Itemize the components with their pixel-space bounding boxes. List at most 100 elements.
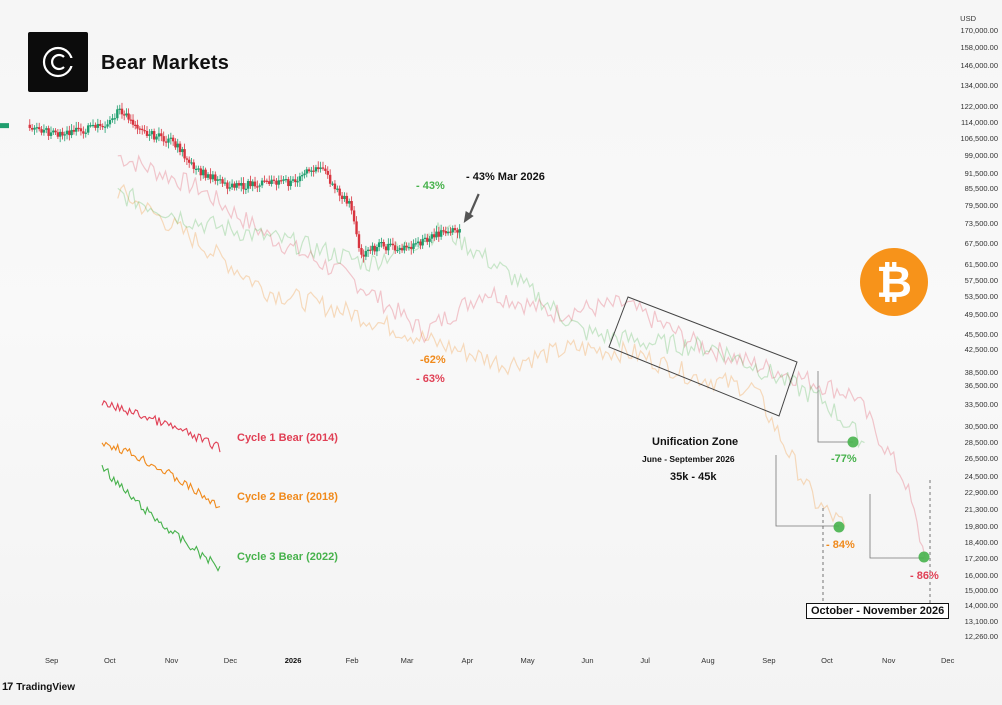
- unification-zone-period: June - September 2026: [642, 454, 735, 464]
- btc-candle: [380, 241, 383, 244]
- time-tick-label: Sep: [762, 656, 776, 665]
- btc-candle: [362, 254, 365, 257]
- btc-candle: [101, 125, 104, 128]
- btc-candle: [155, 136, 158, 140]
- cycle3-mini-sparkline: [101, 464, 221, 572]
- btc-candle: [442, 230, 445, 232]
- btc-candle: [319, 167, 322, 170]
- price-axis-unit: USD: [960, 14, 976, 23]
- time-tick-label: Apr: [461, 656, 474, 665]
- btc-candle: [317, 167, 320, 170]
- btc-candle: [291, 179, 295, 181]
- btc-candle: [202, 169, 205, 176]
- btc-candle: [61, 131, 64, 136]
- btc-candle: [310, 170, 313, 172]
- price-tick-label: 26,500.00: [964, 454, 998, 464]
- btc-candle: [449, 231, 452, 233]
- btc-candle: [336, 188, 339, 190]
- price-tick-label: 33,500.00: [964, 400, 998, 410]
- cycle1-bottom-drawdown: - 86%: [910, 570, 939, 582]
- time-tick-label: Mar: [400, 656, 414, 665]
- btc-candle: [49, 132, 53, 136]
- btc-candle: [414, 243, 418, 245]
- btc-candle: [333, 183, 337, 190]
- time-tick-label: Jun: [581, 656, 594, 665]
- time-tick-label: 2026: [284, 656, 302, 665]
- btc-candle: [56, 132, 60, 137]
- price-tick-label: 53,500.00: [964, 292, 998, 302]
- btc-candle: [167, 138, 170, 143]
- btc-candle: [116, 109, 119, 119]
- btc-candle: [145, 130, 149, 136]
- btc-candle: [174, 141, 177, 148]
- cycle3-bear-line: [117, 187, 865, 449]
- btc-candle: [206, 174, 210, 178]
- btc-candle: [298, 176, 302, 182]
- btc-candle: [287, 179, 290, 187]
- time-tick-label: Sep: [45, 656, 59, 665]
- price-axis: 170,000.00 158,000.00 146,000.00 134,000.00…: [942, 0, 1002, 650]
- btc-candle: [265, 180, 269, 182]
- price-tick-label: 49,500.00: [964, 310, 998, 320]
- price-tick-label: 170,000.00: [960, 26, 998, 35]
- price-tick-label: 134,000.00: [960, 80, 998, 90]
- btc-candle: [185, 158, 189, 160]
- btc-candle: [42, 129, 46, 133]
- btc-candle: [58, 131, 62, 137]
- btc-candle: [331, 183, 334, 185]
- btc-candle: [360, 247, 363, 255]
- btc-candle: [412, 243, 415, 249]
- btc-candle: [303, 173, 306, 176]
- btc-candle: [458, 229, 461, 233]
- price-tick-label: 114,000.00: [961, 118, 998, 128]
- btc-candle: [272, 179, 276, 181]
- btc-candle: [416, 241, 420, 244]
- btc-candle: [407, 246, 411, 249]
- price-tick-label: 19,800.00: [964, 521, 998, 531]
- btc-candle: [40, 129, 43, 133]
- tradingview-brand[interactable]: 17 TradingView: [2, 681, 75, 693]
- btc-candle: [171, 137, 175, 142]
- btc-candle: [35, 127, 39, 129]
- btc-candle: [451, 228, 454, 233]
- btc-candle: [82, 131, 85, 134]
- unification-zone-box: [608, 296, 798, 417]
- drawdown-connector: [775, 455, 839, 527]
- btc-candle: [211, 174, 215, 180]
- btc-candle: [237, 183, 241, 186]
- time-tick-label: Oct: [821, 656, 833, 665]
- btc-candle: [134, 124, 137, 126]
- btc-candle: [249, 180, 252, 187]
- btc-candle: [456, 230, 459, 233]
- btc-candle: [79, 128, 83, 132]
- btc-candle: [68, 130, 71, 136]
- btc-candle: [106, 124, 109, 127]
- time-tick-label: Jul: [640, 656, 650, 665]
- btc-candle: [446, 231, 450, 234]
- btc-candle: [33, 127, 36, 130]
- current-drawdown-label: - 43%: [416, 180, 445, 192]
- price-tick-label: 12,260.00: [964, 632, 998, 641]
- btc-candle: [256, 186, 259, 188]
- btc-candle: [164, 141, 168, 143]
- btc-candle: [242, 183, 245, 190]
- tradingview-icon: 17: [2, 681, 13, 693]
- price-tick-label: 79,500.00: [964, 201, 998, 211]
- price-tick-label: 21,300.00: [964, 504, 998, 514]
- btc-candle: [375, 247, 379, 252]
- btc-candle: [91, 124, 95, 127]
- bitcoin-icon: ₿: [860, 248, 928, 316]
- btc-candle: [233, 183, 236, 188]
- btc-candle: [343, 195, 346, 199]
- price-tick-label: 67,500.00: [964, 238, 998, 248]
- btc-candle: [143, 130, 146, 132]
- btc-candle: [230, 183, 234, 188]
- btc-candle: [268, 181, 271, 184]
- legend-cycle2: Cycle 2 Bear (2018): [237, 491, 338, 503]
- btc-candle: [340, 195, 344, 199]
- cycle2-bear-line: [117, 183, 846, 527]
- btc-candle: [89, 125, 92, 127]
- time-tick-label: May: [520, 656, 535, 665]
- btc-candle: [77, 127, 80, 130]
- btc-candle: [421, 238, 424, 246]
